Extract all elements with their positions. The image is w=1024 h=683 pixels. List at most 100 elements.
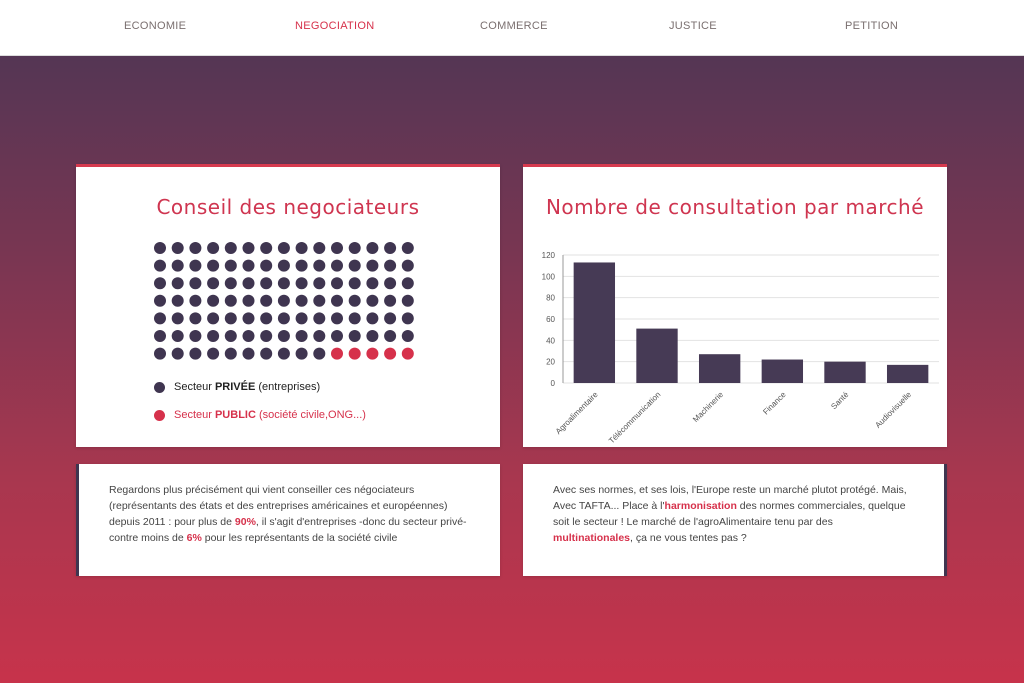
private-sector-dot	[313, 277, 326, 290]
private-sector-dot	[331, 259, 343, 272]
private-sector-dot	[207, 259, 220, 272]
private-sector-dot	[171, 347, 184, 360]
public-sector-dot	[401, 347, 414, 360]
y-tick-label: 120	[542, 251, 556, 260]
private-sector-dot	[366, 330, 379, 342]
y-tick-label: 60	[546, 315, 555, 324]
private-sector-dot	[242, 277, 255, 290]
private-sector-dot	[348, 242, 361, 254]
nav-item-petition[interactable]: PETITION	[845, 20, 899, 32]
private-sector-dot	[401, 259, 414, 272]
x-tick-label: Machinerie	[691, 390, 725, 424]
y-tick-label: 100	[542, 272, 556, 281]
private-sector-dot	[224, 259, 237, 272]
nav-item-negociation[interactable]: NEGOCIATION	[295, 20, 375, 32]
x-tick-label: Audiovisuelle	[873, 390, 913, 430]
private-sector-dot	[313, 312, 326, 325]
private-sector-dot	[295, 312, 308, 325]
private-sector-dot	[295, 277, 308, 290]
private-sector-dot	[366, 277, 379, 290]
private-sector-dot	[154, 347, 166, 360]
bar-0	[573, 262, 616, 383]
private-sector-dot	[384, 312, 397, 325]
bar-4	[824, 361, 866, 383]
private-sector-dot	[384, 277, 397, 290]
private-sector-dot	[154, 294, 166, 307]
private-sector-dot	[171, 294, 184, 307]
private-sector-dot	[277, 242, 290, 254]
dot-grid	[154, 242, 414, 360]
private-sector-dot	[260, 259, 273, 272]
y-tick-label: 20	[546, 358, 555, 367]
private-sector-dot	[242, 242, 255, 254]
private-sector-dot	[171, 312, 184, 325]
private-sector-dot	[384, 259, 397, 272]
private-sector-dot	[171, 330, 184, 342]
private-sector-dot	[260, 294, 273, 307]
private-sector-dot	[260, 242, 273, 254]
private-sector-dot	[224, 294, 237, 307]
private-sector-dot	[260, 330, 273, 342]
private-sector-dot	[189, 312, 202, 325]
private-sector-dot	[277, 347, 290, 360]
private-sector-dot	[348, 294, 361, 307]
text-card-right: Avec ses normes, et ses lois, l'Europe r…	[523, 464, 947, 576]
private-sector-dot	[207, 330, 220, 342]
private-sector-dot	[401, 312, 414, 325]
private-sector-dot	[207, 242, 220, 254]
private-sector-dot	[313, 259, 326, 272]
private-sector-dot	[189, 277, 202, 290]
private-sector-dot	[401, 294, 414, 307]
private-sector-dot	[295, 242, 308, 254]
private-sector-dot	[384, 330, 397, 342]
bar-3	[761, 359, 804, 383]
top-navigation: ECONOMIE NEGOCIATION COMMERCE JUSTICE PE…	[0, 0, 1024, 56]
private-sector-dot	[207, 347, 220, 360]
consultation-title: Nombre de consultation par marché	[545, 195, 925, 219]
private-sector-dot	[277, 259, 290, 272]
public-sector-dot	[348, 347, 361, 360]
private-sector-dot	[154, 277, 166, 290]
private-sector-dot	[242, 259, 255, 272]
nav-item-commerce[interactable]: COMMERCE	[480, 20, 548, 32]
private-sector-dot	[366, 294, 379, 307]
private-sector-dot	[260, 347, 273, 360]
private-sector-dot	[384, 294, 397, 307]
private-sector-dot	[313, 330, 326, 342]
private-sector-dot	[242, 312, 255, 325]
private-sector-dot	[189, 259, 202, 272]
private-sector-dot	[207, 294, 220, 307]
private-sector-dot	[154, 242, 166, 254]
x-tick-label: Santé	[829, 390, 851, 412]
public-sector-dot	[366, 347, 379, 360]
nav-item-justice[interactable]: JUSTICE	[669, 20, 717, 32]
private-sector-dot	[224, 242, 237, 254]
private-sector-dot	[331, 312, 343, 325]
bar-1	[636, 328, 678, 383]
private-sector-dot	[189, 294, 202, 307]
private-sector-dot	[331, 277, 343, 290]
consultation-bar-chart: 0 20 40 60 80 100 120 Agroalimentaire Télécommun…	[542, 251, 939, 445]
nav-item-economie[interactable]: ECONOMIE	[124, 20, 187, 32]
x-tick-label: Télécommunication	[607, 390, 662, 445]
private-sector-dot	[224, 312, 237, 325]
private-sector-dot	[260, 312, 273, 325]
private-sector-dot	[401, 242, 414, 254]
private-sector-dot	[401, 277, 414, 290]
private-sector-dot	[384, 242, 397, 254]
private-sector-dot	[295, 330, 308, 342]
bar-5	[886, 364, 929, 383]
private-sector-dot	[171, 259, 184, 272]
private-sector-dot	[224, 347, 237, 360]
private-sector-dot	[313, 347, 326, 360]
private-sector-dot	[277, 312, 290, 325]
private-sector-dot	[242, 347, 255, 360]
consultation-card: Nombre de consultation par marché 0 20 40 6…	[523, 164, 947, 447]
private-sector-dot	[260, 277, 273, 290]
private-sector-dot	[401, 330, 414, 342]
x-tick-label: Finance	[761, 390, 788, 417]
private-sector-dot	[366, 242, 379, 254]
legend-private-label: Secteur PRIVÉE (entreprises)	[174, 381, 321, 393]
x-tick-label: Agroalimentaire	[554, 390, 600, 436]
private-sector-dot	[348, 277, 361, 290]
